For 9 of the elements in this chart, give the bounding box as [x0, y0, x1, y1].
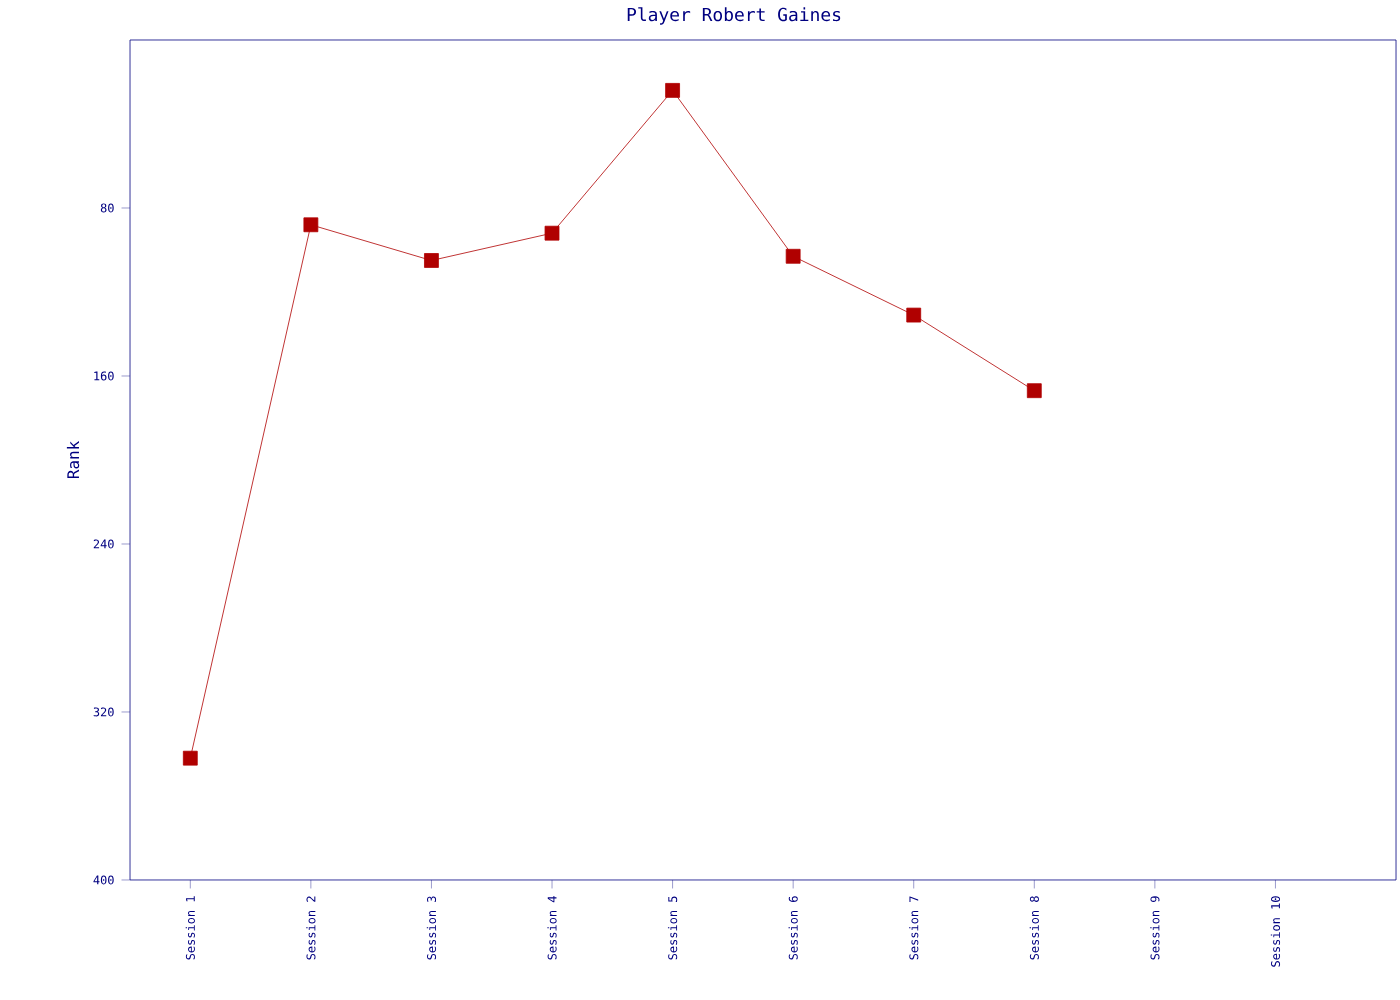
point [1026, 383, 1042, 399]
chart-title: Player Robert Gaines [627, 7, 841, 25]
point [665, 83, 680, 98]
point [906, 307, 922, 323]
point [785, 248, 801, 264]
point [182, 750, 198, 766]
point [303, 217, 319, 233]
point [424, 253, 439, 268]
point [544, 225, 560, 241]
